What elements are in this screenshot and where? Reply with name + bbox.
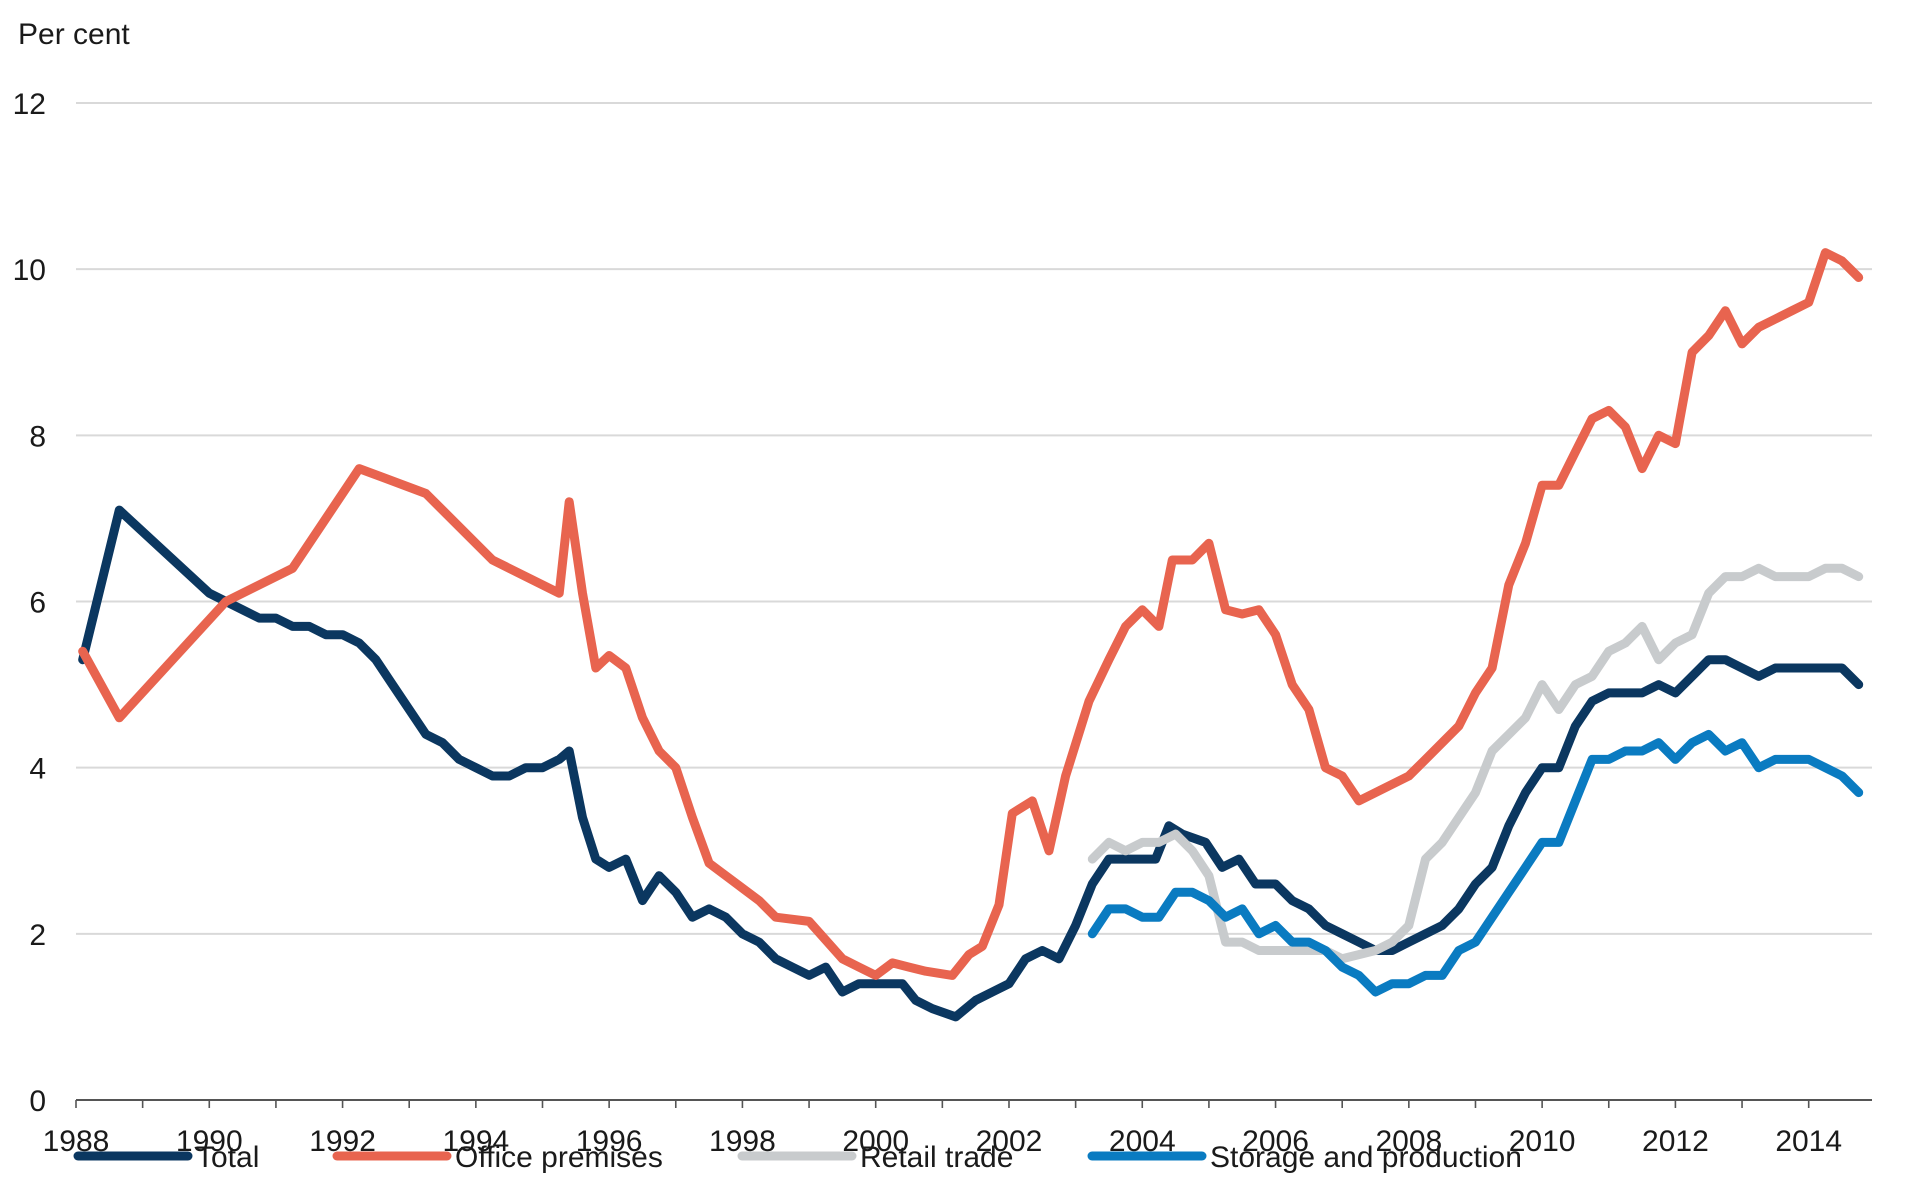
gridlines bbox=[76, 102, 1872, 935]
y-tick-label: 6 bbox=[29, 587, 46, 620]
legend-label-retail-trade: Retail trade bbox=[860, 1141, 1013, 1174]
legend: Total Office premises Retail trade Storage … bbox=[73, 1141, 1522, 1174]
series-line-total bbox=[78, 505, 1864, 1022]
x-tick-label: 1994 bbox=[442, 1125, 509, 1158]
legend-label-office-premises: Office premises bbox=[455, 1141, 663, 1174]
x-tick-label: 2014 bbox=[1775, 1125, 1842, 1158]
x-tick-label: 2012 bbox=[1642, 1125, 1709, 1158]
x-tick-label: 1996 bbox=[576, 1125, 643, 1158]
x-axis bbox=[75, 1099, 1872, 1108]
x-tick-label: 2010 bbox=[1509, 1125, 1576, 1158]
y-tick-label: 2 bbox=[29, 919, 46, 952]
y-tick-label: 12 bbox=[13, 88, 46, 121]
y-tick-label: 4 bbox=[29, 753, 46, 786]
x-tick-label: 2008 bbox=[1375, 1125, 1442, 1158]
y-tick-label: 0 bbox=[29, 1085, 46, 1118]
series-line-office-premises bbox=[78, 248, 1864, 980]
legend-label-storage-and-production: Storage and production bbox=[1210, 1141, 1522, 1174]
y-axis-label: Per cent bbox=[18, 18, 130, 51]
legend-label-total: Total bbox=[196, 1141, 259, 1174]
y-tick-label: 10 bbox=[13, 254, 46, 287]
y-tick-label: 8 bbox=[29, 420, 46, 453]
x-tick-label: 2006 bbox=[1242, 1125, 1309, 1158]
x-tick-label: 2002 bbox=[976, 1125, 1043, 1158]
series-lines bbox=[78, 248, 1864, 1022]
series-line-storage-and-production bbox=[1087, 729, 1864, 997]
y-axis-tick-labels: 0 2 4 6 8 10 12 bbox=[13, 88, 46, 1118]
